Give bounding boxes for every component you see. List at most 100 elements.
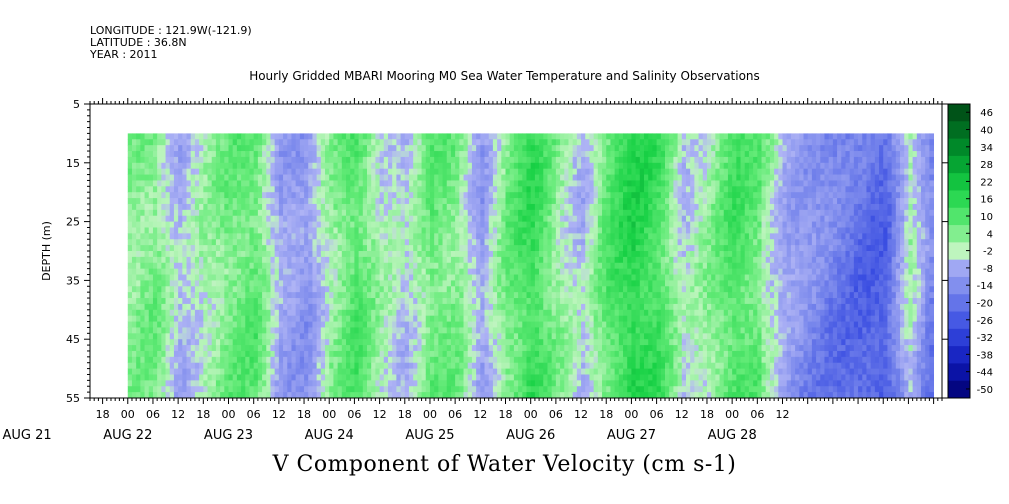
heatmap-cell: [140, 174, 145, 181]
heatmap-cell: [253, 321, 259, 328]
heatmap-cell: [173, 368, 179, 375]
heatmap-cell: [425, 374, 431, 381]
heatmap-cell: [203, 256, 208, 264]
heatmap-cell: [585, 203, 590, 211]
heatmap-cell: [585, 362, 590, 369]
heatmap-cell: [169, 162, 175, 170]
heatmap-cell: [484, 292, 490, 299]
heatmap-cell: [127, 186, 133, 193]
heatmap-cell: [534, 262, 540, 270]
heatmap-cell: [455, 233, 460, 240]
heatmap-cell: [278, 209, 284, 217]
heatmap-cell: [488, 298, 494, 305]
heatmap-cell: [589, 227, 595, 234]
heatmap-cell: [572, 292, 578, 299]
heatmap-cell: [190, 262, 196, 270]
heatmap-cell: [450, 350, 456, 358]
heatmap-cell: [539, 227, 544, 234]
heatmap-cell: [190, 345, 196, 352]
heatmap-cell: [186, 315, 192, 322]
heatmap-cell: [287, 368, 292, 375]
heatmap-cell: [488, 168, 494, 175]
heatmap-cell: [581, 368, 586, 375]
heatmap-cell: [253, 339, 259, 346]
heatmap-cell: [333, 162, 339, 170]
heatmap-cell: [291, 356, 297, 364]
heatmap-cell: [190, 298, 196, 305]
heatmap-cell: [371, 298, 376, 305]
heatmap-cell: [476, 151, 481, 158]
heatmap-cell: [333, 333, 339, 340]
heatmap-cell: [241, 174, 246, 181]
heatmap-cell: [404, 280, 410, 287]
heatmap-cell: [543, 392, 548, 399]
heatmap-cell: [224, 156, 229, 164]
heatmap-cell: [249, 227, 255, 234]
heatmap-cell: [576, 156, 582, 164]
heatmap-cell: [161, 286, 166, 293]
heatmap-cell: [492, 386, 498, 393]
heatmap-cell: [266, 233, 271, 240]
heatmap-cell: [522, 339, 527, 346]
heatmap-cell: [438, 215, 443, 222]
heatmap-cell: [501, 133, 506, 140]
heatmap-cell: [131, 356, 137, 364]
heatmap-cell: [438, 280, 443, 287]
heatmap-cell: [497, 203, 502, 211]
heatmap-cell: [555, 162, 561, 170]
heatmap-cell: [291, 303, 297, 311]
heatmap-cell: [262, 180, 267, 187]
heatmap-cell: [140, 386, 145, 393]
heatmap-cell: [513, 233, 519, 240]
heatmap-cell: [173, 209, 179, 217]
heatmap-cell: [278, 292, 284, 299]
heatmap-cell: [127, 321, 133, 328]
heatmap-cell: [476, 386, 481, 393]
heatmap-cell: [241, 145, 246, 152]
heatmap-cell: [161, 274, 166, 281]
heatmap-cell: [404, 174, 410, 181]
heatmap-cell: [522, 362, 527, 369]
heatmap-cell: [278, 227, 284, 234]
heatmap-cell: [404, 180, 410, 187]
heatmap-cell: [253, 215, 259, 222]
heatmap-cell: [257, 339, 263, 346]
heatmap-cell: [417, 303, 422, 311]
heatmap-cell: [249, 345, 255, 352]
heatmap-cell: [207, 362, 213, 369]
heatmap-cell: [392, 315, 397, 322]
heatmap-cell: [182, 227, 187, 234]
heatmap-cell: [136, 139, 141, 146]
heatmap-cell: [220, 292, 225, 299]
heatmap-cell: [387, 203, 393, 211]
heatmap-cell: [379, 292, 385, 299]
heatmap-cell: [467, 374, 473, 381]
heatmap-cell: [350, 280, 355, 287]
heatmap-cell: [526, 156, 532, 164]
heatmap-cell: [161, 298, 166, 305]
heatmap-cell: [278, 350, 284, 358]
heatmap-cell: [484, 303, 490, 311]
heatmap-cell: [450, 133, 456, 140]
heatmap-cell: [362, 162, 368, 170]
heatmap-cell: [509, 327, 515, 334]
heatmap-cell: [312, 292, 318, 299]
heatmap-cell: [400, 156, 406, 164]
heatmap-cell: [136, 215, 141, 222]
heatmap-cell: [304, 345, 309, 352]
heatmap-cell: [438, 192, 443, 199]
heatmap-cell: [547, 168, 553, 175]
heatmap-cell: [446, 233, 452, 240]
heatmap-cell: [266, 345, 271, 352]
heatmap-cell: [325, 333, 330, 340]
heatmap-cell: [266, 145, 271, 152]
heatmap-cell: [492, 292, 498, 299]
heatmap-cell: [371, 198, 376, 205]
heatmap-cell: [329, 380, 334, 387]
heatmap-cell: [194, 156, 200, 164]
heatmap-cell: [144, 133, 150, 140]
heatmap-cell: [383, 386, 389, 393]
heatmap-cell: [182, 133, 187, 140]
heatmap-cell: [375, 192, 380, 199]
heatmap-cell: [417, 327, 422, 334]
